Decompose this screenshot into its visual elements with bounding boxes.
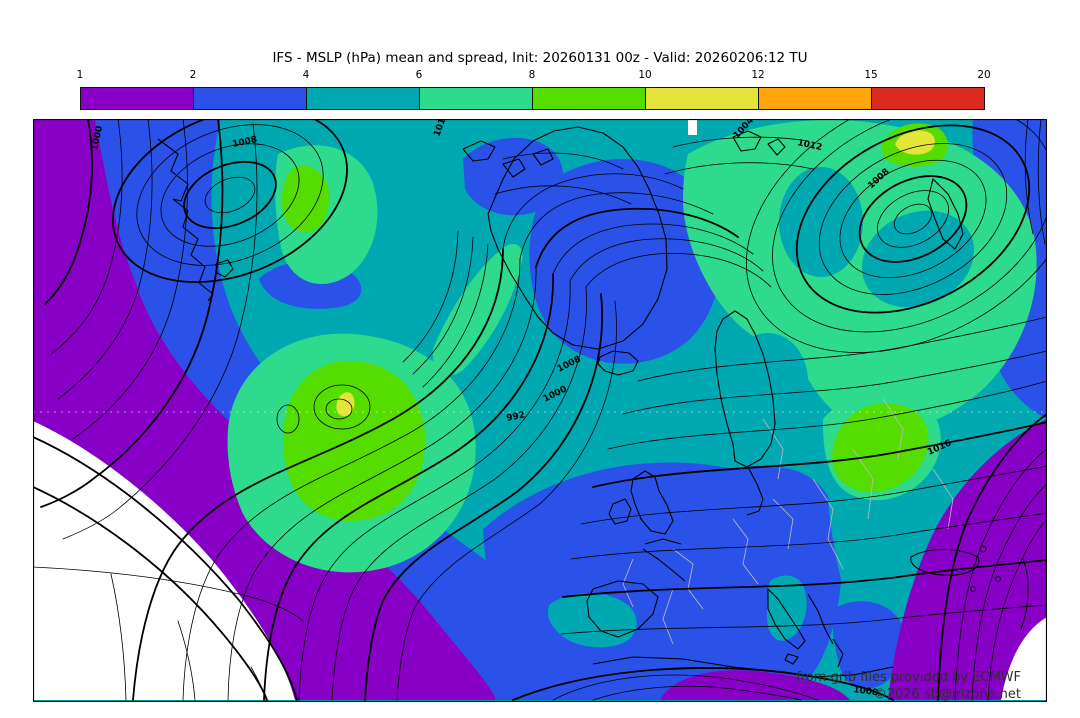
spread-teal-adriatic: [767, 575, 807, 641]
spread-green-northeast: [683, 119, 1037, 431]
coast-labrador: [157, 138, 214, 302]
coast-scandinavia: [714, 310, 776, 468]
spread-white-sw: [33, 421, 295, 700]
map-frame: [33, 119, 1047, 702]
colorbar-segment: [420, 88, 533, 109]
colorbar-tick: 8: [528, 69, 536, 81]
spread-brightgreen-atlantic: [283, 360, 425, 521]
coast-france: [642, 538, 686, 582]
spread-yellow-atlantic: [336, 392, 355, 417]
spread-white-se: [1001, 617, 1047, 700]
coast-caspian: [1020, 558, 1029, 630]
spread-teal-hole-norwsea: [779, 167, 863, 277]
coast-italy: [767, 588, 806, 665]
colorbar-tick: 12: [751, 69, 765, 81]
isobar-label: 992: [506, 410, 526, 424]
mslp-map-canvas: 1000 1008 1016 1004 1012 1008 1008 1000 …: [33, 119, 1047, 702]
coast-ireland: [608, 498, 632, 525]
spread-field: [33, 119, 1047, 702]
coast-baltic: [746, 468, 764, 516]
coast-arctic-islands: [462, 140, 554, 178]
spread-purple-south-blob: [660, 670, 850, 700]
colorbar-tick: 20: [977, 69, 991, 81]
colorbar-segment: [307, 88, 420, 109]
colorbar-tick: 2: [189, 69, 197, 81]
coast-greece: [807, 593, 844, 668]
page-title: IFS - MSLP (hPa) mean and spread, Init: …: [272, 50, 808, 66]
spread-brightgreen-newfoundland: [281, 164, 330, 233]
spread-purple-west: [33, 119, 497, 700]
colorbar-tick: 4: [302, 69, 310, 81]
isobars: [33, 119, 1047, 701]
spread-purple-southeast: [888, 419, 1047, 700]
spread-brightgreen-russia: [832, 403, 929, 493]
coast-iberia: [586, 580, 659, 638]
mslp-map: 1000 1008 1016 1004 1012 1008 1008 1000 …: [33, 119, 1047, 702]
spread-teal-hole-scand: [728, 333, 808, 429]
spread-colorbar: [80, 87, 985, 110]
spread-blue-greenland: [529, 159, 721, 364]
colorbar-segment: [533, 88, 646, 109]
credit-source: from grib files provided by ECMWF: [796, 670, 1021, 685]
colorbar-segment: [81, 88, 194, 109]
isobar-label: 1008: [853, 685, 879, 698]
coast-svalbard: [732, 130, 786, 156]
coast-greenland: [487, 126, 668, 350]
spread-yellow-kara: [895, 130, 935, 155]
top-notch: [688, 119, 697, 135]
country-borders: [622, 398, 954, 645]
credit-copyright: ©2026 sb@irizone.net: [874, 687, 1021, 702]
spread-blue-aegean: [832, 601, 907, 689]
colorbar-segment: [759, 88, 872, 109]
colorbar-segment: [194, 88, 307, 109]
coast-iceland: [597, 350, 639, 376]
colorbar-tick: 1: [76, 69, 84, 81]
colorbar-tick: 15: [864, 69, 878, 81]
colorbar-tick: 10: [638, 69, 652, 81]
colorbar-tick: 6: [415, 69, 423, 81]
colorbar-segment: [872, 88, 984, 109]
colorbar-segment: [646, 88, 759, 109]
coast-novaya-zemlya: [927, 178, 964, 250]
